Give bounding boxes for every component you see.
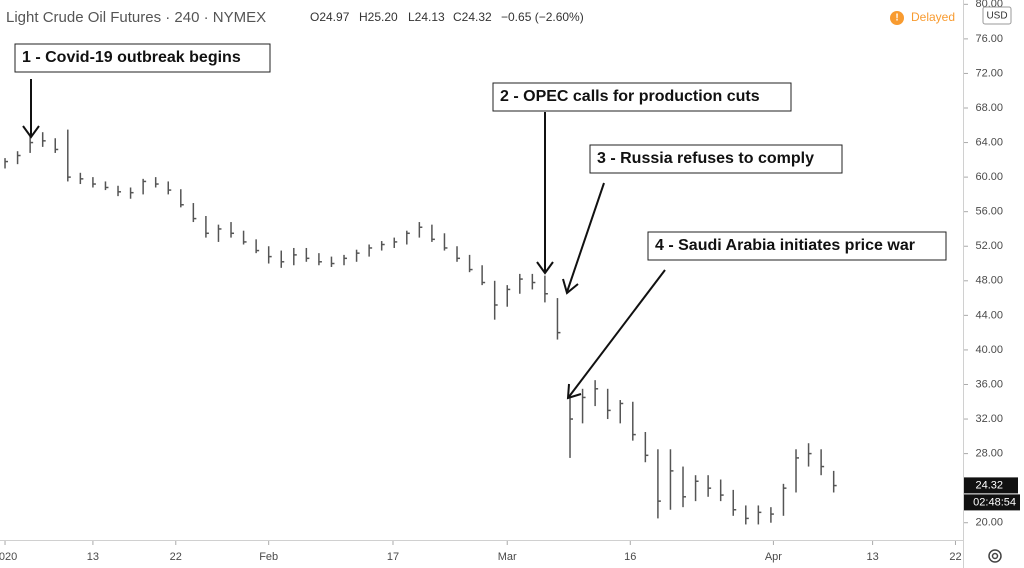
timer: 02:48:54 [973,496,1016,508]
timer-box [964,494,1020,511]
annotation-box [492,82,792,112]
last-price-box [964,477,1018,494]
header-change: −0.65 (−2.60%) [501,10,584,24]
x-tick-label: 16 [624,551,636,563]
arrow [566,182,605,293]
arrow-head [536,261,554,275]
header-low: L24.13 [408,10,445,24]
arrow [567,269,666,399]
status-icon-mark: ! [895,13,898,24]
x-tick-label: Feb [259,551,278,563]
header-close: C24.32 [453,10,492,24]
annotation: 1 - Covid-19 outbreak begins [22,49,241,66]
y-tick-label: 44.00 [975,309,1003,321]
arrows [22,79,666,400]
y-tick-label: 52.00 [975,240,1003,252]
x-tick-label: Apr [765,551,782,563]
settings-icon[interactable] [988,549,1002,563]
x-tick-label: 13 [866,551,878,563]
annotation: 3 - Russia refuses to comply [597,150,814,167]
last-price: 24.32 [975,479,1003,491]
y-tick-label: 40.00 [975,344,1003,356]
header-high: H25.20 [359,10,398,24]
y-tick-label: 32.00 [975,413,1003,425]
annotation-box [647,231,947,261]
x-tick-label: 22 [170,551,182,563]
status-icon [890,11,904,25]
annotation: 4 - Saudi Arabia initiates price war [655,237,915,254]
currency[interactable]: USD [986,11,1007,22]
y-tick-label: 60.00 [975,171,1003,183]
y-tick-label: 48.00 [975,275,1003,287]
arrow-head [22,125,40,139]
x-tick-label: 13 [87,551,99,563]
arrow-head [566,383,582,400]
y-tick-label: 76.00 [975,33,1003,45]
y-tick-label: 56.00 [975,206,1003,218]
x-tick-label: 17 [387,551,399,563]
y-tick-label: 68.00 [975,102,1003,114]
y-tick-label: 64.00 [975,136,1003,148]
y-tick-label: 80.00 [975,0,1003,10]
x-tick-label: 2020 [0,551,17,563]
y-tick-label: 20.00 [975,517,1003,529]
currency-box[interactable] [982,6,1012,25]
annotation: 2 - OPEC calls for production cuts [500,88,760,105]
y-tick-label: 28.00 [975,448,1003,460]
header-open: O24.97 [310,10,350,24]
header-title: Light Crude Oil Futures · 240 · NYMEX [6,9,266,26]
arrow-head [562,278,579,295]
x-tick-label: Mar [498,551,517,563]
status[interactable]: Delayed [911,10,955,24]
y-tick-label: 36.00 [975,378,1003,390]
y-tick-label: 72.00 [975,67,1003,79]
annotations: 1 - Covid-19 outbreak begins 2 - OPEC cal… [14,43,947,261]
annotation-box [14,43,271,73]
header-bg [0,4,610,32]
plot [4,129,837,525]
annotation-box [589,144,843,174]
x-tick-label: 22 [949,551,961,563]
